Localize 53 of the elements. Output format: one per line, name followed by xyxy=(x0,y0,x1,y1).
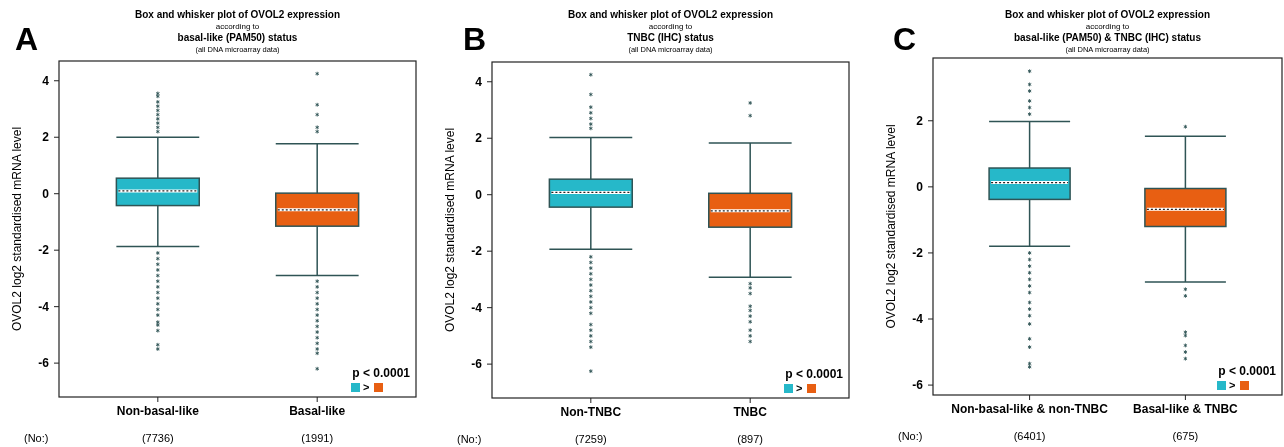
text: (6401) xyxy=(1013,430,1046,442)
text: B xyxy=(463,21,487,57)
text: (1991) xyxy=(301,432,334,444)
y-tick-label: -2 xyxy=(38,243,50,258)
annotation: p < 0.0001 xyxy=(352,366,411,380)
x-tick-label: Basal-like & TNBC xyxy=(1133,402,1239,416)
annotation: > xyxy=(1229,379,1236,391)
chart-title: Box and whisker plot of OVOL2 expression xyxy=(567,9,774,20)
y-tick-label: -2 xyxy=(912,246,924,261)
y-tick-label: 2 xyxy=(475,131,483,146)
chart-title: Box and whisker plot of OVOL2 expression xyxy=(1004,9,1211,20)
chart-subtitle: according to xyxy=(648,22,693,31)
x-tick-label: Basal-like xyxy=(289,404,346,418)
text: (No:) xyxy=(457,433,482,445)
y-tick-label: -4 xyxy=(912,312,924,327)
chart-subtitle: according to xyxy=(215,22,260,31)
x-tick-label: TNBC xyxy=(733,405,768,419)
text: (No:) xyxy=(24,432,49,444)
annotation: > xyxy=(363,381,370,393)
text: C xyxy=(893,21,917,57)
y-tick-label: 4 xyxy=(42,73,50,88)
annotation: p < 0.0001 xyxy=(785,367,844,381)
y-tick-label: -6 xyxy=(471,357,483,372)
y-tick-label: -6 xyxy=(38,356,50,371)
y-tick-label: -4 xyxy=(471,300,483,315)
y-axis-title: OVOL2 log2 standardised mRNA level xyxy=(884,124,898,329)
x-tick-label: Non-basal-like xyxy=(116,404,200,418)
y-axis-title: OVOL2 log2 standardised mRNA level xyxy=(443,127,457,333)
y-tick-label: -6 xyxy=(912,378,924,393)
chart-subtitle: according to xyxy=(1085,22,1130,31)
annotation: p < 0.0001 xyxy=(1218,364,1277,378)
y-tick-label: 4 xyxy=(475,74,483,89)
text: (7259) xyxy=(574,433,607,445)
x-tick-label: Non-basal-like & non-TNBC xyxy=(951,402,1109,416)
y-tick-label: 0 xyxy=(916,180,924,195)
y-tick-label: -2 xyxy=(471,244,483,259)
text: basal-like (PAM50) status xyxy=(177,32,298,43)
text: (No:) xyxy=(898,430,923,442)
x-tick-label: Non-TNBC xyxy=(560,405,622,419)
text: (897) xyxy=(737,433,764,445)
text: A xyxy=(15,21,39,57)
y-tick-label: -4 xyxy=(38,299,50,314)
text: basal-like (PAM50) & TNBC (IHC) status xyxy=(1013,32,1202,43)
y-tick-label: 0 xyxy=(475,187,483,202)
text: (675) xyxy=(1172,430,1199,442)
y-tick-label: 2 xyxy=(916,113,924,128)
y-axis-title: OVOL2 log2 standardised mRNA level xyxy=(10,126,24,332)
chart-title: Box and whisker plot of OVOL2 expression xyxy=(134,9,341,20)
y-tick-label: 0 xyxy=(42,186,50,201)
annotation: > xyxy=(796,382,803,394)
text: TNBC (IHC) status xyxy=(627,32,715,43)
y-tick-label: 2 xyxy=(42,130,50,145)
text: (7736) xyxy=(141,432,174,444)
